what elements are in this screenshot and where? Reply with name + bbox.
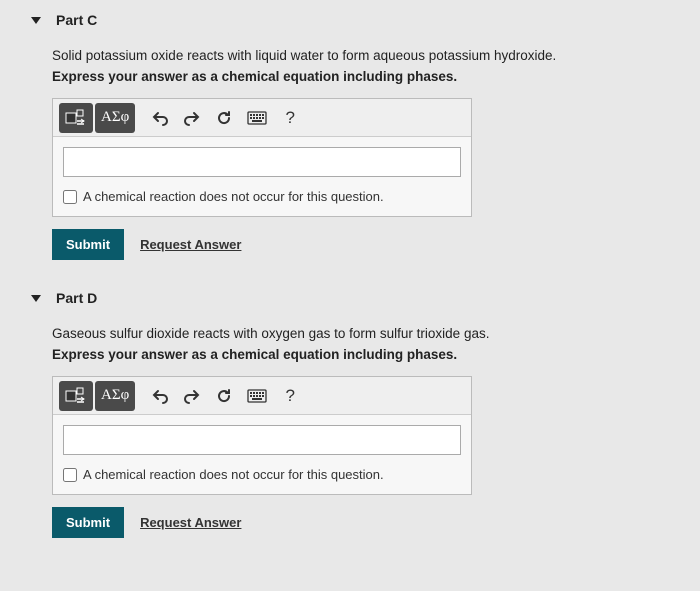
redo-button[interactable] bbox=[177, 103, 207, 133]
keyboard-button[interactable] bbox=[241, 103, 273, 133]
reset-button[interactable] bbox=[209, 103, 239, 133]
no-reaction-row[interactable]: A chemical reaction does not occur for t… bbox=[53, 461, 471, 494]
question-instruction: Express your answer as a chemical equati… bbox=[52, 69, 680, 84]
redo-button[interactable] bbox=[177, 381, 207, 411]
template-tool-button[interactable] bbox=[59, 381, 93, 411]
equation-toolbar: ΑΣφ ? bbox=[53, 99, 471, 137]
help-button[interactable]: ? bbox=[275, 103, 305, 133]
answer-input[interactable] bbox=[63, 147, 461, 177]
submit-button[interactable]: Submit bbox=[52, 507, 124, 538]
greek-symbols-button[interactable]: ΑΣφ bbox=[95, 103, 135, 133]
undo-button[interactable] bbox=[145, 381, 175, 411]
keyboard-button[interactable] bbox=[241, 381, 273, 411]
answer-input[interactable] bbox=[63, 425, 461, 455]
help-button[interactable]: ? bbox=[275, 381, 305, 411]
no-reaction-label: A chemical reaction does not occur for t… bbox=[83, 467, 384, 482]
undo-button[interactable] bbox=[145, 103, 175, 133]
greek-symbols-button[interactable]: ΑΣφ bbox=[95, 381, 135, 411]
part-d: Part D Gaseous sulfur dioxide reacts wit… bbox=[30, 290, 680, 538]
submit-row: Submit Request Answer bbox=[52, 229, 680, 260]
part-header[interactable]: Part D bbox=[30, 290, 680, 306]
part-title: Part C bbox=[56, 12, 97, 28]
request-answer-link[interactable]: Request Answer bbox=[140, 237, 241, 252]
answer-input-wrap bbox=[53, 137, 471, 183]
template-tool-button[interactable] bbox=[59, 103, 93, 133]
answer-input-wrap bbox=[53, 415, 471, 461]
question-prompt: Solid potassium oxide reacts with liquid… bbox=[52, 48, 680, 63]
answer-box: ΑΣφ ? A chemi bbox=[52, 98, 472, 217]
chevron-down-icon bbox=[30, 15, 42, 25]
part-body: Solid potassium oxide reacts with liquid… bbox=[30, 48, 680, 260]
part-title: Part D bbox=[56, 290, 97, 306]
chevron-down-icon bbox=[30, 293, 42, 303]
question-prompt: Gaseous sulfur dioxide reacts with oxyge… bbox=[52, 326, 680, 341]
no-reaction-row[interactable]: A chemical reaction does not occur for t… bbox=[53, 183, 471, 216]
submit-row: Submit Request Answer bbox=[52, 507, 680, 538]
reset-button[interactable] bbox=[209, 381, 239, 411]
submit-button[interactable]: Submit bbox=[52, 229, 124, 260]
request-answer-link[interactable]: Request Answer bbox=[140, 515, 241, 530]
part-c: Part C Solid potassium oxide reacts with… bbox=[30, 12, 680, 260]
part-body: Gaseous sulfur dioxide reacts with oxyge… bbox=[30, 326, 680, 538]
no-reaction-checkbox[interactable] bbox=[63, 468, 77, 482]
equation-toolbar: ΑΣφ ? bbox=[53, 377, 471, 415]
answer-box: ΑΣφ ? A chemi bbox=[52, 376, 472, 495]
no-reaction-checkbox[interactable] bbox=[63, 190, 77, 204]
question-instruction: Express your answer as a chemical equati… bbox=[52, 347, 680, 362]
no-reaction-label: A chemical reaction does not occur for t… bbox=[83, 189, 384, 204]
part-header[interactable]: Part C bbox=[30, 12, 680, 28]
